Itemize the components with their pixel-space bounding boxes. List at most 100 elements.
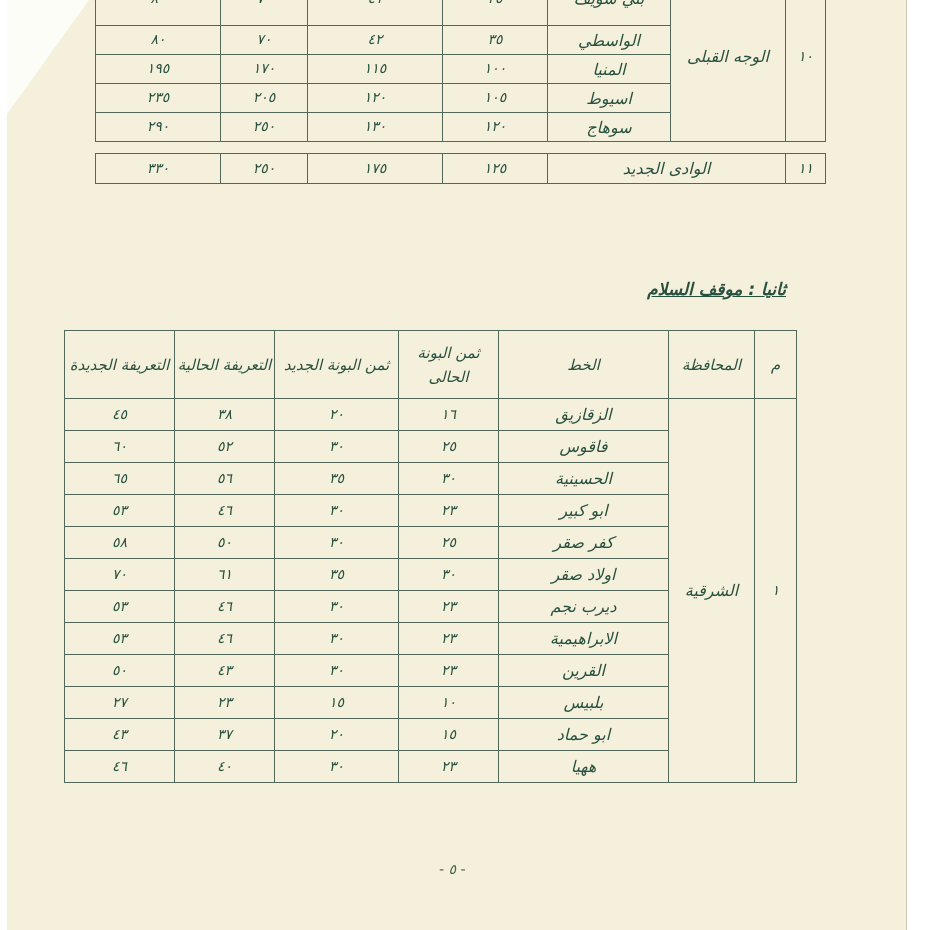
- tariff-new-cell: ٨٠: [95, 0, 221, 26]
- tariff-current-cell: ٤٦: [174, 494, 275, 527]
- bonus-new-cell: ٤١: [307, 0, 443, 26]
- bonus-current-cell: ١٠: [398, 686, 499, 719]
- bonus-current-cell: ٢٣: [398, 750, 499, 783]
- table-row: اسيوط ١٠٥ ١٢٠ ٢٠٥ ٢٣٥: [95, 83, 826, 113]
- line-cell: الحسينية: [498, 462, 669, 495]
- bonus-new-cell: ٣٠: [274, 526, 399, 559]
- table-row: اولاد صقر ٣٠ ٣٥ ٦١ ٧٠: [64, 558, 797, 591]
- tariff-new-cell: ٤٥: [64, 398, 175, 431]
- tariff-new-cell: ٦٠: [64, 430, 175, 463]
- tariff-new-cell: ٧٠: [64, 558, 175, 591]
- bonus-current-cell: ١٠٥: [442, 83, 548, 113]
- tariff-current-cell: ٤٣: [174, 654, 275, 687]
- line-cell: الواسطي: [547, 25, 671, 55]
- bonus-current-cell: ١٢٠: [442, 112, 548, 142]
- bonus-new-cell: ٢٠: [274, 718, 399, 751]
- line-cell: سوهاج: [547, 112, 671, 142]
- tariff-new-cell: ٤٦: [64, 750, 175, 783]
- page-number: - ٥ -: [439, 862, 466, 878]
- tariff-current-cell: ٦١: [174, 558, 275, 591]
- bonus-new-cell: ٣٠: [274, 654, 399, 687]
- tariff-new-cell: ١٩٥: [95, 54, 221, 84]
- line-cell: الزقازيق: [498, 398, 669, 431]
- tariff-current-cell: ٤٠: [174, 750, 275, 783]
- table-row: فاقوس ٢٥ ٣٠ ٥٢ ٦٠: [64, 430, 797, 463]
- bonus-current-cell: ٣٥: [442, 25, 548, 55]
- table-row: القرين ٢٣ ٣٠ ٤٣ ٥٠: [64, 654, 797, 687]
- bonus-new-cell: ٢٠: [274, 398, 399, 431]
- bonus-new-cell: ١٥: [274, 686, 399, 719]
- line-cell: اولاد صقر: [498, 558, 669, 591]
- line-cell: ابو حماد: [498, 718, 669, 751]
- tariff-new-cell: ٢٧: [64, 686, 175, 719]
- bonus-current-cell: ١٦: [398, 398, 499, 431]
- table-row: ١٠ الوجه القبلى بني سويف ٣٥ ٤١ ٧٠ ٨٠: [95, 0, 826, 142]
- tariff-current-cell: ٢٥٠: [220, 153, 308, 184]
- line-cell: القرين: [498, 654, 669, 687]
- serial-cell: ١١: [785, 153, 826, 184]
- table-row: الابراهيمية ٢٣ ٣٠ ٤٦ ٥٣: [64, 622, 797, 655]
- governorate-cell: الشرقية: [668, 398, 755, 783]
- table-row: ههيا ٢٣ ٣٠ ٤٠ ٤٦: [64, 750, 797, 783]
- tariff-current-cell: ٧٠: [220, 0, 308, 26]
- table-row: الحسينية ٣٠ ٣٥ ٥٦ ٦٥: [64, 462, 797, 495]
- bonus-new-cell: ٣٠: [274, 750, 399, 783]
- salam-station-table: م المحافظة الخط ثمن البونة الحالى ثمن ال…: [64, 330, 797, 783]
- bonus-current-cell: ١٠٠: [442, 54, 548, 84]
- bonus-current-cell: ٣٠: [398, 462, 499, 495]
- line-cell: الوادى الجديد: [547, 153, 786, 184]
- tariff-current-cell: ٥٢: [174, 430, 275, 463]
- tariff-current-cell: ٢٥٠: [220, 112, 308, 142]
- tariff-new-cell: ٥٣: [64, 494, 175, 527]
- serial-cell: ١٠: [785, 0, 826, 142]
- table-row: الواسطي ٣٥ ٤٢ ٧٠ ٨٠: [95, 25, 826, 55]
- tariff-new-cell: ٥٠: [64, 654, 175, 687]
- section-heading: ثانيا : موقف السلام: [647, 280, 786, 300]
- upper-egypt-fares-table: ١٠ الوجه القبلى بني سويف ٣٥ ٤١ ٧٠ ٨٠ الو…: [95, 0, 831, 187]
- bonus-current-cell: ٣٥: [442, 0, 548, 26]
- bonus-current-cell: ٣٠: [398, 558, 499, 591]
- bonus-new-cell: ٣٠: [274, 590, 399, 623]
- bonus-new-cell: ٣٥: [274, 462, 399, 495]
- tariff-current-cell: ٥٠: [174, 526, 275, 559]
- table-row: ١١ الوادى الجديد ١٢٥ ١٧٥ ٢٥٠ ٣٣٠: [95, 153, 826, 184]
- bonus-new-cell: ١٣٠: [307, 112, 443, 142]
- bonus-current-cell: ٢٣: [398, 654, 499, 687]
- tariff-current-cell: ٣٨: [174, 398, 275, 431]
- tariff-new-cell: ٢٩٠: [95, 112, 221, 142]
- bonus-new-cell: ٤٢: [307, 25, 443, 55]
- tariff-new-cell: ٤٣: [64, 718, 175, 751]
- table-row: سوهاج ١٢٠ ١٣٠ ٢٥٠ ٢٩٠: [95, 112, 826, 142]
- header-tariff-new: التعريفة الجديدة: [64, 330, 175, 399]
- line-cell: بني سويف: [547, 0, 671, 26]
- tariff-new-cell: ٥٨: [64, 526, 175, 559]
- line-cell: ههيا: [498, 750, 669, 783]
- tariff-new-cell: ٣٣٠: [95, 153, 221, 184]
- line-cell: كفر صقر: [498, 526, 669, 559]
- tariff-current-cell: ٣٧: [174, 718, 275, 751]
- tariff-current-cell: ٤٦: [174, 590, 275, 623]
- bonus-new-cell: ١٧٥: [307, 153, 443, 184]
- bonus-new-cell: ٣٠: [274, 494, 399, 527]
- header-tariff-current: التعريفة الحالية: [174, 330, 275, 399]
- header-serial: م: [754, 330, 797, 399]
- bonus-current-cell: ٢٣: [398, 590, 499, 623]
- tariff-current-cell: ١٧٠: [220, 54, 308, 84]
- serial-cell: ١: [754, 398, 797, 783]
- table-row: المنيا ١٠٠ ١١٥ ١٧٠ ١٩٥: [95, 54, 826, 84]
- bonus-current-cell: ١٢٥: [442, 153, 548, 184]
- tariff-current-cell: ٢٠٥: [220, 83, 308, 113]
- bonus-new-cell: ١٢٠: [307, 83, 443, 113]
- bonus-new-cell: ١١٥: [307, 54, 443, 84]
- line-cell: بلبيس: [498, 686, 669, 719]
- bonus-current-cell: ٢٥: [398, 526, 499, 559]
- bonus-current-cell: ٢٣: [398, 622, 499, 655]
- table-row: ديرب نجم ٢٣ ٣٠ ٤٦ ٥٣: [64, 590, 797, 623]
- bonus-new-cell: ٣٥: [274, 558, 399, 591]
- header-bonus-current: ثمن البونة الحالى: [398, 330, 499, 399]
- tariff-current-cell: ٢٣: [174, 686, 275, 719]
- header-bonus-new: ثمن البونة الجديد: [274, 330, 399, 399]
- table-header-row: م المحافظة الخط ثمن البونة الحالى ثمن ال…: [64, 330, 797, 399]
- header-governorate: المحافظة: [668, 330, 755, 399]
- line-cell: فاقوس: [498, 430, 669, 463]
